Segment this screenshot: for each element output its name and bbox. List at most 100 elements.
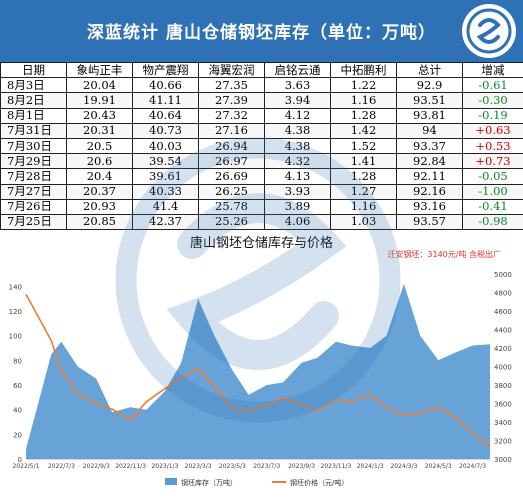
change-cell: -0.41: [463, 199, 523, 214]
value-cell: 41.4: [133, 199, 199, 214]
value-cell: 1.41: [331, 154, 397, 169]
y-left-tick-label: 20: [13, 431, 22, 439]
y-right-tick-label: 4400: [494, 327, 512, 335]
date-cell: 7月26日: [1, 199, 67, 214]
y-right-tick-label: 4800: [494, 290, 512, 298]
value-cell: 19.91: [67, 93, 133, 108]
value-cell: 1.42: [331, 123, 397, 138]
value-cell: 40.66: [133, 78, 199, 93]
value-cell: 93.16: [397, 199, 463, 214]
value-cell: 93.37: [397, 138, 463, 153]
change-cell: +0.53: [463, 138, 523, 153]
value-cell: 1.16: [331, 93, 397, 108]
value-cell: 40.03: [133, 138, 199, 153]
y-right-tick-label: 3800: [494, 382, 512, 390]
x-tick-label: 2022/5/1: [13, 463, 40, 470]
y-left-tick-label: 60: [13, 382, 22, 390]
date-cell: 8月3日: [1, 78, 67, 93]
page-title: 深蓝统计 唐山仓储钢坯库存（单位：万吨）: [0, 18, 523, 43]
value-cell: 3.94: [265, 93, 331, 108]
legend-swatch-inventory: [165, 478, 177, 485]
value-cell: 20.4: [67, 169, 133, 184]
date-cell: 8月2日: [1, 93, 67, 108]
change-cell: -0.05: [463, 169, 523, 184]
value-cell: 93.51: [397, 93, 463, 108]
value-cell: 20.37: [67, 184, 133, 199]
y-right-tick-label: 3600: [494, 401, 512, 409]
change-cell: -0.61: [463, 78, 523, 93]
value-cell: 40.73: [133, 123, 199, 138]
column-header: 日期: [1, 63, 67, 78]
value-cell: 1.28: [331, 169, 397, 184]
y-left-tick-label: 100: [9, 333, 22, 341]
date-cell: 7月29日: [1, 154, 67, 169]
table-header-row: 日期 象屿正丰 物产震翔 海翼宏润 启铭云通 中拓鹏利 总计 增减: [1, 63, 523, 78]
date-cell: 7月27日: [1, 184, 67, 199]
x-tick-label: 2022/11/3: [115, 463, 146, 470]
value-cell: 92.9: [397, 78, 463, 93]
value-cell: 92.16: [397, 184, 463, 199]
x-tick-label: 2024/7/3: [459, 463, 486, 470]
y-right-tick-label: 4000: [494, 364, 512, 372]
change-cell: +0.73: [463, 154, 523, 169]
value-cell: 41.11: [133, 93, 199, 108]
change-cell: -0.30: [463, 93, 523, 108]
y-right-tick-label: 3200: [494, 438, 512, 446]
value-cell: 26.97: [199, 154, 265, 169]
value-cell: 26.94: [199, 138, 265, 153]
value-cell: 40.33: [133, 184, 199, 199]
value-cell: 1.52: [331, 138, 397, 153]
value-cell: 26.69: [199, 169, 265, 184]
value-cell: 26.25: [199, 184, 265, 199]
value-cell: 27.39: [199, 93, 265, 108]
value-cell: 27.35: [199, 78, 265, 93]
value-cell: 92.11: [397, 169, 463, 184]
y-right-tick-label: 3000: [494, 456, 512, 464]
x-tick-label: 2022/7/3: [48, 463, 75, 470]
value-cell: 20.43: [67, 108, 133, 123]
value-cell: 94: [397, 123, 463, 138]
value-cell: 3.89: [265, 199, 331, 214]
column-header: 物产震翔: [133, 63, 199, 78]
column-header: 象屿正丰: [67, 63, 133, 78]
date-cell: 7月30日: [1, 138, 67, 153]
x-tick-label: 2023/5/3: [219, 463, 246, 470]
value-cell: 3.93: [265, 184, 331, 199]
value-cell: 4.38: [265, 123, 331, 138]
value-cell: 20.6: [67, 154, 133, 169]
change-cell: -0.19: [463, 108, 523, 123]
change-cell: +0.63: [463, 123, 523, 138]
header-bar: 深蓝统计 唐山仓储钢坯库存（单位：万吨）: [0, 0, 523, 62]
value-cell: 40.64: [133, 108, 199, 123]
value-cell: 4.38: [265, 138, 331, 153]
value-cell: 20.93: [67, 199, 133, 214]
y-left-tick-label: 140: [9, 283, 22, 291]
price-annotation: 迁安钢坯：3140元/吨 含税出厂: [387, 249, 501, 260]
x-tick-label: 2023/3/3: [185, 463, 212, 470]
value-cell: 27.16: [199, 123, 265, 138]
value-cell: 1.28: [331, 108, 397, 123]
x-tick-label: 2023/7/3: [253, 463, 280, 470]
inventory-area-series: [26, 284, 490, 459]
legend-label-inventory: 钢坯库存（万吨）: [181, 478, 237, 487]
value-cell: 1.16: [331, 199, 397, 214]
date-cell: 7月28日: [1, 169, 67, 184]
value-cell: 4.13: [265, 169, 331, 184]
y-right-tick-label: 4200: [494, 345, 512, 353]
x-tick-label: 2023/1/3: [151, 463, 178, 470]
y-right-tick-label: 4600: [494, 308, 512, 316]
x-tick-label: 2022/9/3: [83, 463, 110, 470]
value-cell: 20.31: [67, 123, 133, 138]
value-cell: 1.22: [331, 78, 397, 93]
value-cell: 20.04: [67, 78, 133, 93]
date-cell: 7月31日: [1, 123, 67, 138]
value-cell: 4.32: [265, 154, 331, 169]
